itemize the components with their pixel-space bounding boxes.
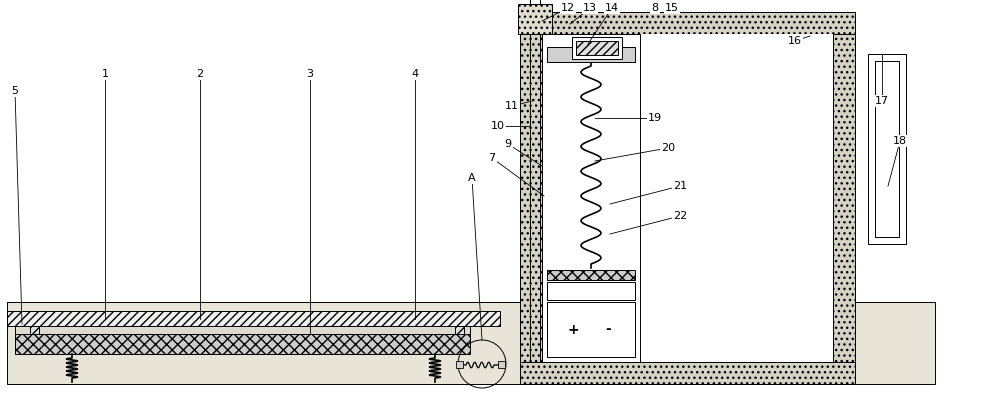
Bar — [456, 361, 463, 368]
Bar — [7, 302, 935, 384]
Text: 15: 15 — [665, 3, 679, 13]
Text: 9: 9 — [504, 139, 512, 149]
Text: 3: 3 — [306, 69, 314, 79]
Bar — [520, 12, 855, 34]
Bar — [498, 361, 505, 368]
Bar — [15, 334, 470, 354]
Bar — [542, 34, 833, 362]
Bar — [572, 37, 622, 59]
Text: 21: 21 — [673, 181, 687, 191]
Text: 22: 22 — [673, 211, 687, 221]
Text: 7: 7 — [488, 153, 496, 163]
Bar — [530, 0, 540, 4]
Text: 1: 1 — [102, 69, 108, 79]
Bar — [547, 302, 635, 357]
Text: 14: 14 — [605, 3, 619, 13]
Text: 18: 18 — [893, 136, 907, 146]
Text: 10: 10 — [491, 121, 505, 131]
Bar — [15, 326, 470, 334]
Bar — [518, 4, 552, 34]
Bar — [455, 326, 464, 334]
Text: 8: 8 — [651, 3, 659, 13]
Text: 17: 17 — [875, 96, 889, 106]
Bar — [547, 47, 635, 62]
Bar — [576, 41, 618, 55]
Bar — [520, 12, 542, 384]
Bar — [547, 282, 635, 300]
Bar — [520, 12, 855, 384]
Text: -: - — [606, 322, 611, 337]
Text: +: + — [568, 322, 579, 337]
Bar — [520, 362, 855, 384]
Bar — [833, 12, 855, 384]
Bar — [547, 270, 635, 280]
Text: A: A — [468, 173, 476, 183]
Text: 11: 11 — [505, 101, 519, 111]
Bar — [7, 311, 500, 326]
Text: 12: 12 — [561, 3, 575, 13]
Text: 20: 20 — [661, 143, 675, 153]
Text: 16: 16 — [788, 36, 802, 46]
Bar — [542, 34, 640, 362]
Text: 2: 2 — [196, 69, 204, 79]
Text: 19: 19 — [648, 113, 662, 123]
Bar — [30, 326, 39, 334]
Text: 4: 4 — [411, 69, 419, 79]
Bar — [868, 54, 906, 244]
Text: 5: 5 — [12, 86, 18, 96]
Text: 13: 13 — [583, 3, 597, 13]
Bar — [875, 61, 899, 237]
